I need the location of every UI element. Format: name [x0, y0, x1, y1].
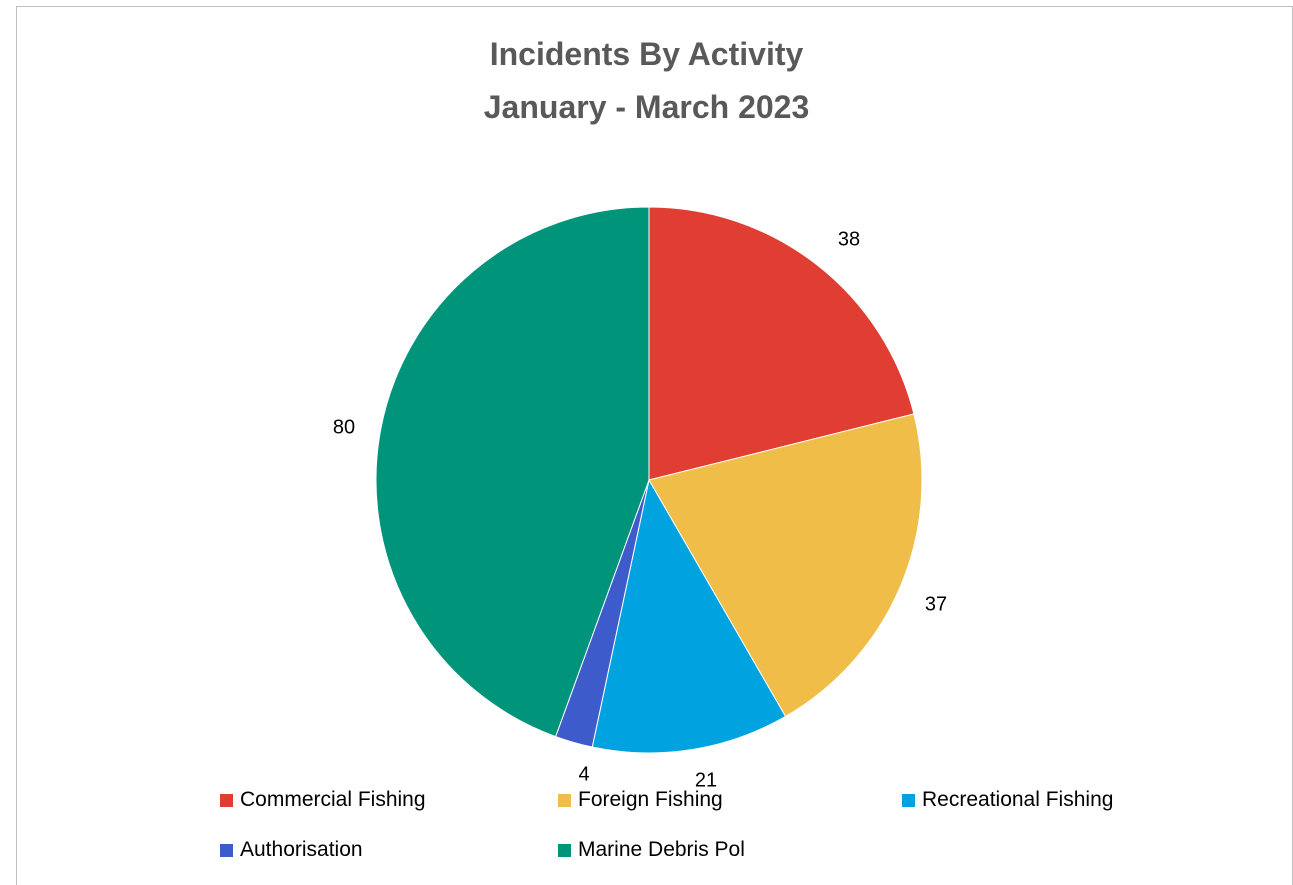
legend-label: Authorisation [240, 838, 363, 861]
legend-label: Commercial Fishing [240, 788, 426, 811]
data-label-commercial-fishing: 38 [838, 228, 860, 250]
legend-item-recreational-fishing: Recreational Fishing [902, 785, 1113, 815]
chart-title: Incidents By Activity [489, 36, 804, 72]
legend-item-foreign-fishing: Foreign Fishing [558, 785, 723, 815]
chart-subtitle: January - March 2023 [483, 89, 810, 125]
legend-swatch [558, 843, 571, 857]
legend-item-commercial-fishing: Commercial Fishing [220, 785, 426, 815]
data-label-marine-debris-pol: 80 [333, 416, 355, 438]
data-label-foreign-fishing: 37 [925, 593, 947, 615]
pie-slice-recreational-fishing [591, 478, 787, 754]
legend-swatch [220, 843, 233, 857]
legend-item-marine-debris-pol: Marine Debris Pol [558, 835, 745, 865]
legend-swatch [220, 793, 233, 807]
legend-label: Marine Debris Pol [578, 838, 745, 861]
legend-item-authorisation: Authorisation [220, 835, 363, 865]
legend-label: Foreign Fishing [578, 788, 723, 811]
data-label-authorisation: 4 [578, 763, 589, 785]
data-label-recreational-fishing: 21 [695, 769, 717, 791]
pie-slice-foreign-fishing [648, 413, 923, 718]
legend-label: Recreational Fishing [922, 788, 1114, 811]
legend-swatch [902, 793, 915, 807]
legend-swatch [558, 793, 571, 807]
pie-slice-marine-debris-pol [375, 206, 650, 738]
pie-slice-commercial-fishing [648, 206, 915, 481]
